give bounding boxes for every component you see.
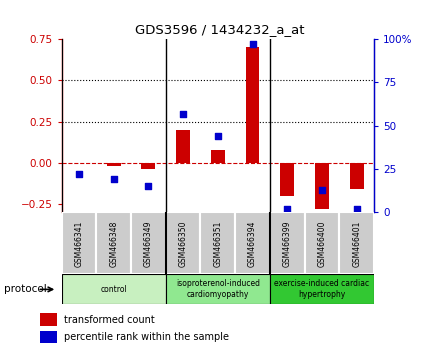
Text: GDS3596 / 1434232_a_at: GDS3596 / 1434232_a_at [135, 23, 305, 36]
Text: transformed count: transformed count [64, 315, 155, 325]
Text: GSM466349: GSM466349 [144, 220, 153, 267]
Bar [62, 212, 96, 274]
Bar [235, 212, 270, 274]
Bar [176, 130, 190, 163]
Point [145, 183, 152, 189]
Bar [315, 163, 329, 209]
Bar [350, 163, 363, 189]
Bar [166, 212, 201, 274]
Text: protocol: protocol [4, 284, 47, 295]
Bar [211, 150, 225, 163]
Bar [270, 274, 374, 304]
Point [110, 177, 117, 182]
Bar [339, 212, 374, 274]
Text: exercise-induced cardiac
hypertrophy: exercise-induced cardiac hypertrophy [275, 279, 370, 299]
Point [284, 206, 291, 212]
Text: GSM466394: GSM466394 [248, 220, 257, 267]
Bar [166, 274, 270, 304]
Text: GSM466399: GSM466399 [283, 220, 292, 267]
Bar [270, 212, 304, 274]
Bar [40, 331, 57, 343]
Text: GSM466348: GSM466348 [109, 220, 118, 267]
Bar [62, 274, 166, 304]
Bar [96, 212, 131, 274]
Bar [40, 313, 57, 326]
Point [319, 187, 326, 193]
Text: percentile rank within the sample: percentile rank within the sample [64, 332, 229, 342]
Text: isoproterenol-induced
cardiomyopathy: isoproterenol-induced cardiomyopathy [176, 279, 260, 299]
Bar [304, 212, 339, 274]
Bar [141, 163, 155, 170]
Text: control: control [100, 285, 127, 294]
Point [214, 133, 221, 139]
Point [353, 206, 360, 212]
Bar [107, 163, 121, 166]
Text: GSM466400: GSM466400 [317, 220, 326, 267]
Point [180, 111, 187, 116]
Bar [280, 163, 294, 196]
Point [249, 41, 256, 47]
Text: GSM466341: GSM466341 [74, 220, 84, 267]
Bar [131, 212, 166, 274]
Text: GSM466351: GSM466351 [213, 220, 222, 267]
Text: GSM466401: GSM466401 [352, 220, 361, 267]
Text: GSM466350: GSM466350 [179, 220, 187, 267]
Bar [246, 47, 260, 163]
Point [75, 171, 82, 177]
Bar [201, 212, 235, 274]
